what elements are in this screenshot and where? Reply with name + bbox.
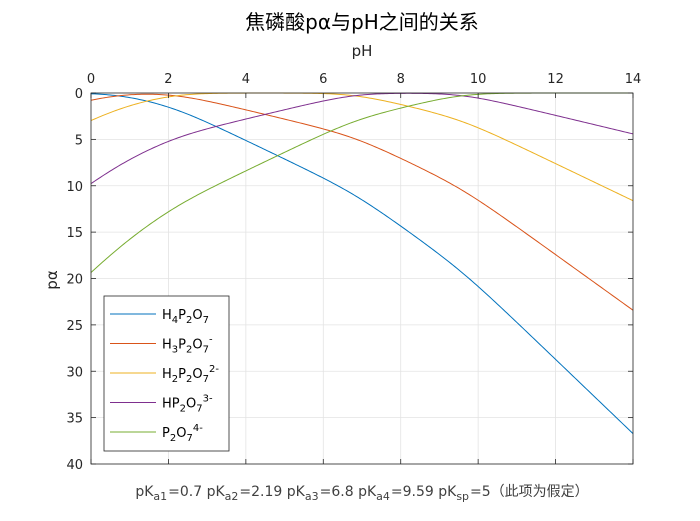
legend-label-part: 7: [186, 433, 192, 444]
legend-label-part: H: [162, 367, 172, 382]
x-tick-label: 4: [242, 72, 250, 87]
a2-sub: a2: [225, 490, 239, 503]
legend-label-part: 2: [170, 433, 176, 444]
legend-label-part: 2: [186, 374, 192, 385]
x-tick-label: 14: [625, 72, 642, 87]
y-tick-label: 30: [66, 365, 83, 380]
legend-item: HP2O73-: [110, 394, 213, 415]
legend-label-part: 2: [180, 404, 186, 415]
legend-label-part: O: [186, 397, 196, 412]
a1-sub: a1: [153, 490, 167, 503]
curve-h2p2o72-: [90, 92, 634, 202]
legend-label-part: O: [192, 338, 202, 353]
legend-label-part: O: [192, 367, 202, 382]
y-tick-labels: 0 5 10 15 20 25 30 35 40: [66, 87, 83, 473]
y-tick-label: 40: [66, 458, 83, 473]
legend-label-part: O: [192, 308, 202, 323]
legend-label-part: 2: [186, 315, 192, 326]
x-tick-label: 6: [319, 72, 327, 87]
x-tick-labels: 0 2 4 6 8 10 12 14: [87, 72, 641, 87]
pka3-value: =6.8: [320, 484, 358, 500]
curve-p2o74-: [90, 92, 633, 273]
chart-title: 焦磷酸pα与pH之间的关系: [245, 10, 479, 34]
y-tick-label: 20: [66, 273, 83, 288]
legend-label-part: 2-: [209, 364, 219, 375]
pk-label: pK: [135, 484, 154, 500]
legend-label-part: 7: [203, 374, 209, 385]
pka2-value: =2.19: [239, 484, 286, 500]
curve-hp2o73-: [90, 92, 634, 185]
legend-label-part: P: [178, 338, 186, 353]
legend-label: H2P2O72-: [162, 364, 219, 385]
legend-label-part: P: [178, 367, 186, 382]
legend-item: H2P2O72-: [110, 364, 219, 385]
x-tick-label: 2: [164, 72, 172, 87]
pk-annotation: pKa1=0.7 pKa2=2.19 pKa3=6.8 pKa4=9.59 pK…: [135, 484, 588, 503]
pk-label: pK: [207, 484, 226, 500]
y-tick-label: 35: [66, 412, 83, 427]
legend-label-part: O: [176, 426, 186, 441]
y-tick-label: 0: [75, 87, 83, 102]
legend-item: H3P2O7-: [110, 335, 213, 356]
sp-sub: sp: [456, 490, 469, 503]
legend-label-part: 3-: [203, 394, 213, 405]
a3-sub: a3: [305, 490, 319, 503]
pk-label: pK: [287, 484, 306, 500]
pka1-value: =0.7: [168, 484, 206, 500]
pk-label: pK: [438, 484, 457, 500]
pk-label: pK: [358, 484, 377, 500]
curve-h3p2o7-: [90, 93, 634, 311]
legend-label-part: 7: [203, 345, 209, 356]
legend-label-part: H: [162, 338, 172, 353]
x-tick-label: 0: [87, 72, 95, 87]
legend-label-part: P: [178, 308, 186, 323]
x-tick-label: 12: [547, 72, 564, 87]
x-axis-label: pH: [352, 42, 373, 60]
y-tick-label: 10: [66, 180, 83, 195]
pksp-value: =5（此项为假定）: [470, 484, 589, 500]
legend-label-part: 3: [172, 345, 178, 356]
legend-label-part: P: [172, 397, 180, 412]
legend-label-part: 7: [203, 315, 209, 326]
y-tick-label: 5: [75, 133, 83, 148]
legend-label: HP2O73-: [162, 394, 213, 415]
y-tick-label: 15: [66, 226, 83, 241]
legend-label-part: P: [162, 426, 170, 441]
y-tick-label: 25: [66, 319, 83, 334]
legend-label-part: 7: [196, 404, 202, 415]
legend-label-part: 2: [186, 345, 192, 356]
legend-label-part: 2: [172, 374, 178, 385]
pka4-value: =9.59: [391, 484, 438, 500]
legend-label: H4P2O7: [162, 308, 209, 326]
legend-label: P2O74-: [162, 423, 203, 444]
a4-sub: a4: [376, 490, 390, 503]
legend-label-part: -: [209, 335, 213, 346]
legend-item: H4P2O7: [110, 308, 209, 326]
legend-label-part: H: [162, 397, 172, 412]
x-tick-label: 10: [470, 72, 487, 87]
x-tick-label: 8: [397, 72, 405, 87]
ticks: [90, 92, 634, 465]
legend-item: P2O74-: [110, 423, 203, 444]
legend-label-part: 4-: [193, 423, 203, 434]
legend-label-part: H: [162, 308, 172, 323]
legend-label: H3P2O7-: [162, 335, 213, 356]
legend-label-part: 4: [172, 315, 178, 326]
y-axis-label: pα: [43, 270, 61, 290]
curve-h4p2o7: [90, 93, 634, 434]
